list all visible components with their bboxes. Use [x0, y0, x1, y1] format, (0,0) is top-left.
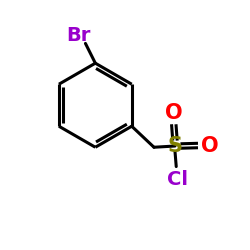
Text: O: O — [201, 136, 219, 156]
Text: Br: Br — [66, 26, 91, 45]
Text: Cl: Cl — [167, 170, 188, 189]
Text: S: S — [168, 136, 182, 156]
Text: O: O — [165, 103, 182, 123]
